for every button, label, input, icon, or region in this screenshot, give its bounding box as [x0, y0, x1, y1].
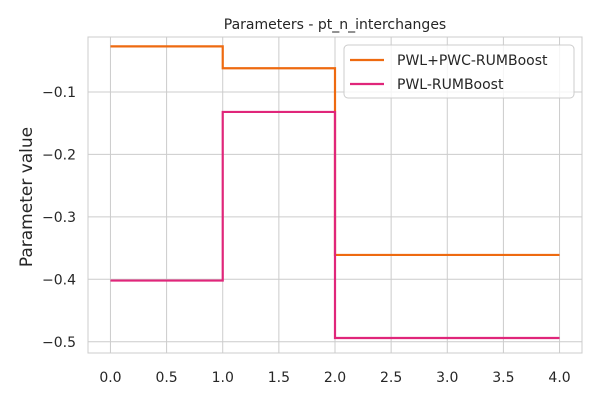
y-tick-labels: −0.1 −0.2 −0.3 −0.4 −0.5	[42, 85, 76, 351]
y-tick-label: −0.4	[42, 272, 76, 288]
legend-label: PWL-RUMBoost	[397, 77, 504, 93]
chart-title: Parameters - pt_n_interchanges	[224, 17, 446, 33]
x-tick-label: 2.0	[324, 370, 346, 386]
x-tick-label: 4.0	[548, 370, 570, 386]
legend: PWL+PWC-RUMBoost PWL-RUMBoost	[343, 44, 575, 99]
series-line-2	[110, 110, 560, 340]
y-tick-label: −0.2	[42, 147, 76, 163]
legend-box	[343, 44, 575, 99]
x-tick-label: 3.5	[492, 370, 514, 386]
x-tick-labels: 0.0 0.5 1.0 1.5 2.0 2.5 3.0 3.5 4.0	[99, 370, 570, 386]
y-axis-title: Parameter value	[17, 127, 37, 267]
y-tick-label: −0.1	[42, 85, 76, 101]
x-tick-label: 2.5	[380, 370, 402, 386]
plot-frame	[87, 36, 583, 354]
series-layer	[110, 45, 560, 340]
series-line-1	[110, 45, 560, 257]
legend-label: PWL+PWC-RUMBoost	[397, 53, 548, 69]
x-tick-label: 3.0	[436, 370, 458, 386]
x-tick-label: 1.5	[268, 370, 290, 386]
y-tick-label: −0.3	[42, 210, 76, 226]
y-tick-label: −0.5	[42, 335, 76, 351]
x-tick-label: 0.0	[99, 370, 121, 386]
x-tick-label: 0.5	[155, 370, 177, 386]
x-tick-label: 1.0	[212, 370, 234, 386]
